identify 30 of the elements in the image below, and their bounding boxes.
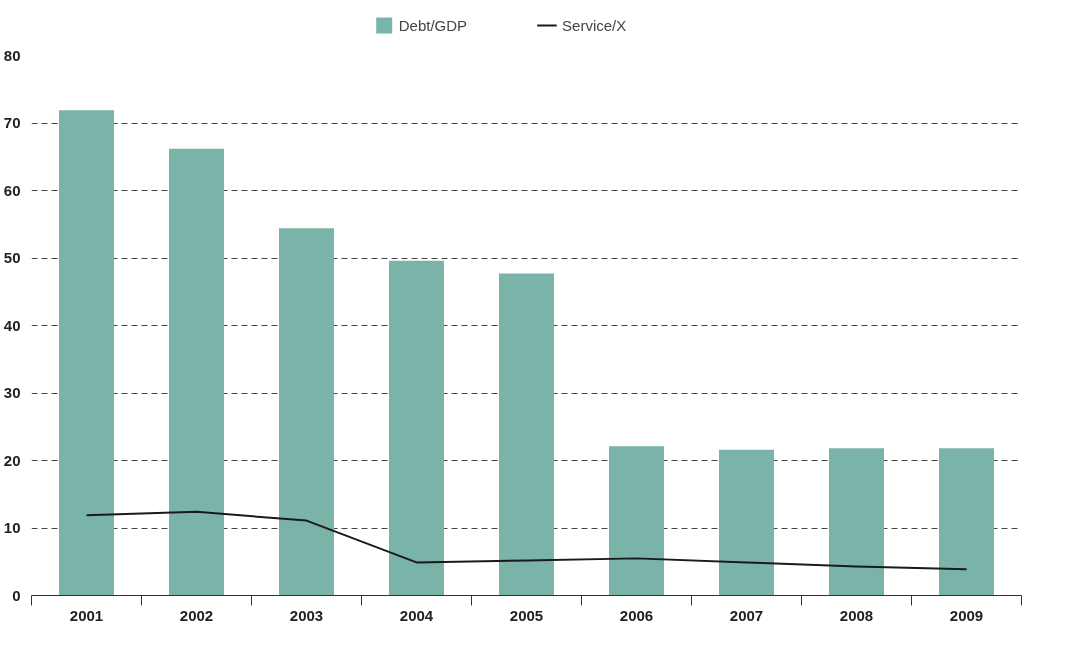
y-tick-label: 30 — [3, 384, 21, 401]
line-series — [85, 510, 968, 571]
y-tick-label: 40 — [3, 316, 21, 334]
y-tick-label: 0 — [12, 586, 21, 604]
x-tick-label: 2009 — [949, 606, 984, 624]
x-tick-label: 2004 — [399, 606, 434, 624]
y-tick-label: 10 — [3, 519, 21, 536]
y-tick-label: 20 — [3, 451, 21, 469]
legend-label: Service/X — [562, 16, 627, 34]
bar — [389, 260, 444, 596]
bar — [499, 273, 554, 596]
bar — [719, 449, 774, 596]
bar — [279, 228, 334, 596]
y-tick-label: 80 — [3, 46, 21, 64]
x-tick-label: 2005 — [509, 606, 544, 624]
bar — [609, 446, 664, 596]
y-tick-label: 50 — [3, 249, 21, 266]
y-tick-label: 70 — [3, 114, 21, 131]
x-tick-label: 2002 — [179, 606, 214, 624]
x-tick-label: 2008 — [839, 606, 874, 624]
bar — [169, 148, 224, 596]
y-tick-label: 60 — [3, 181, 21, 199]
legend-label: Debt/GDP — [398, 16, 468, 34]
x-tick-label: 2001 — [69, 606, 104, 624]
x-tick-label: 2003 — [289, 606, 324, 624]
bar — [939, 448, 994, 596]
x-tick-label: 2006 — [619, 606, 654, 624]
x-tick-label: 2007 — [729, 606, 764, 624]
bar — [829, 448, 884, 596]
bar — [59, 110, 114, 596]
